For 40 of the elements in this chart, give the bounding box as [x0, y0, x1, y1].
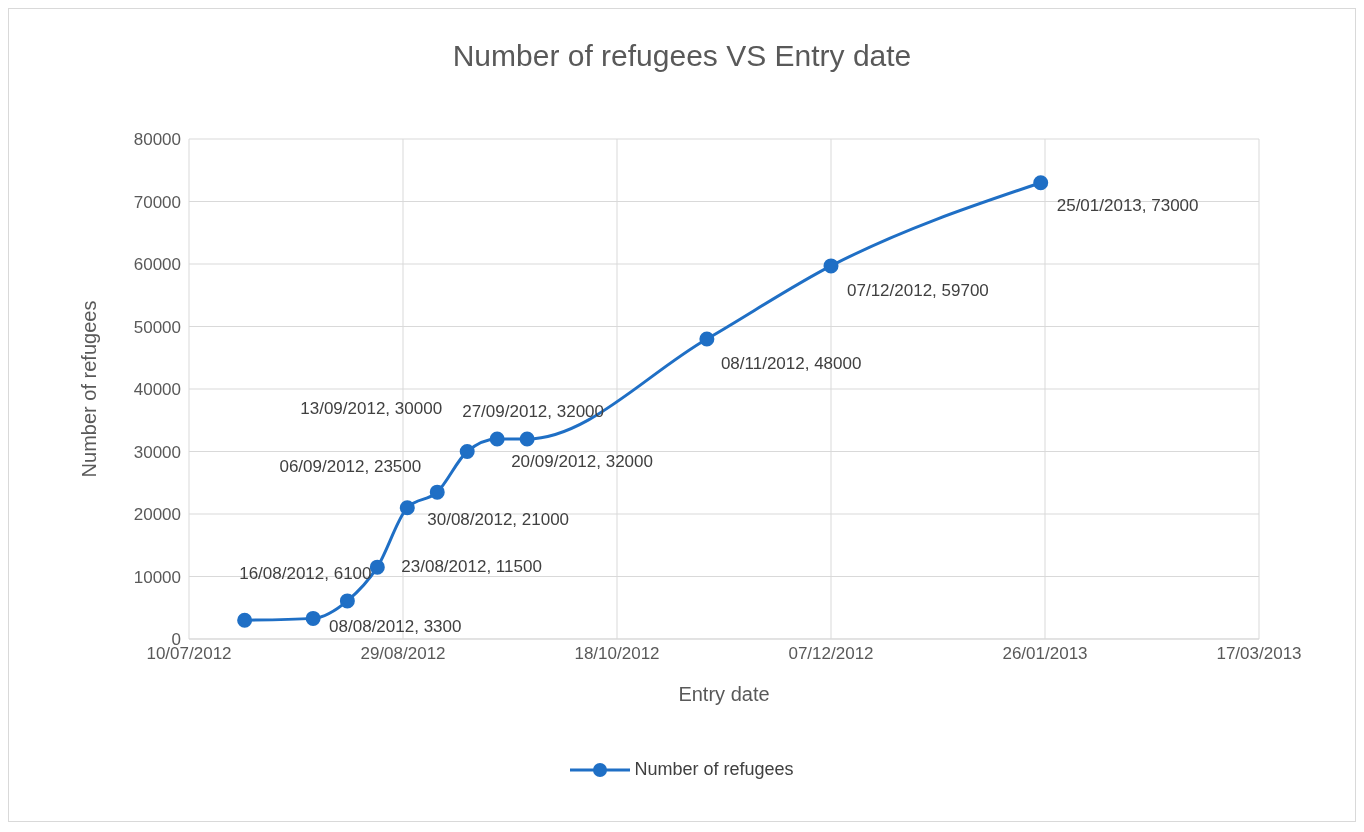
point — [699, 331, 715, 347]
chart-title: Number of refugees VS Entry date — [451, 38, 913, 74]
data-label: 20/09/2012, 32000 — [511, 452, 653, 471]
point — [459, 444, 475, 459]
y-tick-label: 30000 — [133, 442, 181, 462]
data-label: 30/08/2012, 21000 — [427, 509, 570, 529]
point — [369, 559, 385, 575]
point — [1033, 175, 1049, 191]
point — [305, 610, 321, 626]
x-tick-label: 17/03/2013 — [1216, 644, 1302, 664]
data-label: 06/09/2012, 23500 — [279, 457, 422, 477]
point — [339, 593, 355, 609]
data-label: 08/11/2012, 48000 — [720, 354, 862, 373]
data-label: 08/08/2012, 3300 — [329, 617, 462, 637]
y-axis-title: Number of refugees — [78, 300, 101, 478]
point — [237, 612, 253, 628]
y-tick-label: 50000 — [133, 317, 181, 337]
data-label: 23/08/2012, 11500 — [401, 557, 542, 577]
y-tick-label: 70000 — [133, 192, 181, 212]
data-label: 13/09/2012, 30000 — [300, 398, 443, 418]
legend-label: Number of refugees — [634, 759, 794, 780]
x-tick-label: 29/08/2012 — [360, 644, 446, 664]
x-axis-title: Entry date — [678, 683, 770, 705]
y-tick-label: 20000 — [133, 505, 181, 525]
x-tick-label: 26/01/2013 — [1002, 644, 1088, 664]
data-label: 07/12/2012, 59700 — [847, 280, 989, 300]
point — [489, 431, 505, 447]
y-tick-label: 10000 — [133, 567, 181, 587]
y-tick-label: 40000 — [133, 380, 181, 400]
point — [429, 484, 445, 500]
point — [519, 431, 535, 447]
y-tick-label: 60000 — [133, 255, 181, 275]
y-tick-label: 80000 — [133, 130, 181, 150]
point — [399, 500, 415, 516]
x-tick-label: 18/10/2012 — [574, 644, 660, 664]
data-label: 27/09/2012, 32000 — [462, 402, 605, 421]
point — [823, 258, 839, 274]
data-label: 25/01/2013, 73000 — [1056, 195, 1199, 215]
data-label: 16/08/2012, 6100 — [239, 563, 372, 583]
x-tick-label: 07/12/2012 — [788, 644, 874, 664]
